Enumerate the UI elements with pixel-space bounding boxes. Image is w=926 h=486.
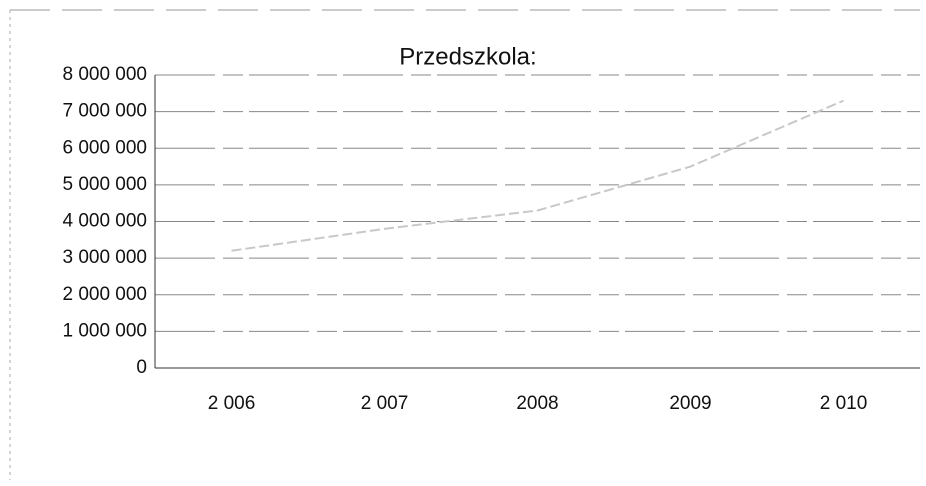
y-tick-label: 3 000 000	[62, 247, 147, 268]
y-tick-label: 2 000 000	[62, 284, 147, 305]
y-tick-label: 4 000 000	[62, 211, 147, 232]
x-tick-label: 2008	[516, 393, 558, 414]
y-tick-label: 8 000 000	[62, 64, 147, 85]
x-tick-label: 2009	[669, 393, 711, 414]
y-tick-label: 1 000 000	[62, 320, 147, 341]
x-tick-label: 2 007	[361, 393, 409, 414]
data-line	[231, 99, 844, 252]
x-tick-label: 2 006	[208, 393, 256, 414]
chart-title: Przedszkola:	[399, 43, 536, 70]
y-tick-label: 6 000 000	[62, 137, 147, 158]
x-tick-label: 2 010	[820, 393, 868, 414]
y-tick-label: 0	[136, 357, 147, 378]
y-tick-label: 5 000 000	[62, 174, 147, 195]
y-tick-label: 7 000 000	[62, 101, 147, 122]
